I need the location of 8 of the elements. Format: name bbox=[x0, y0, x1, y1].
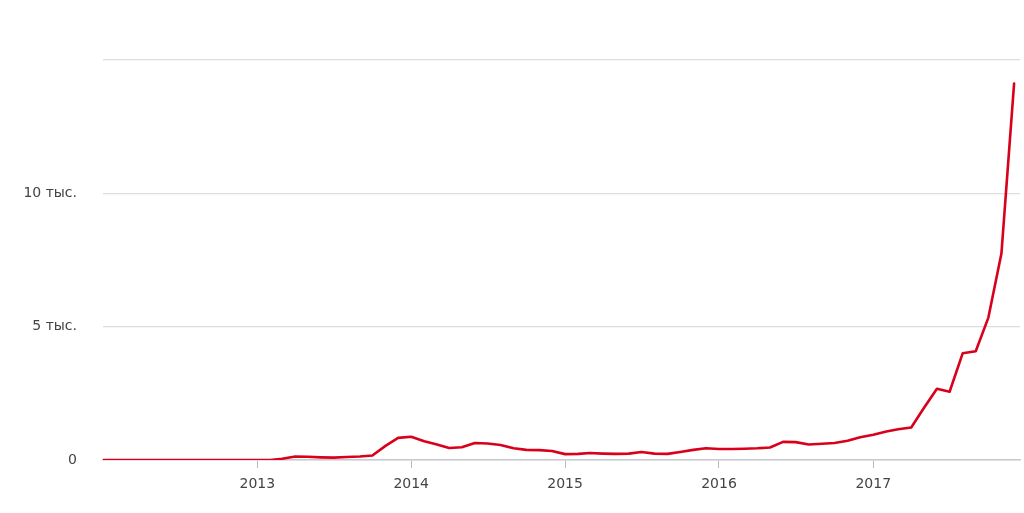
y-tick-label: 0 bbox=[68, 450, 77, 467]
x-tick-label: 2013 bbox=[239, 475, 276, 492]
x-tick-label: 2016 bbox=[701, 475, 737, 492]
x-tick-label: 2017 bbox=[855, 475, 892, 492]
x-tick-label: 2014 bbox=[393, 475, 430, 492]
y-tick-label: 5 тыс. bbox=[32, 317, 77, 334]
y-tick-label: 10 тыс. bbox=[23, 183, 77, 200]
x-tick-label: 2015 bbox=[547, 475, 583, 492]
